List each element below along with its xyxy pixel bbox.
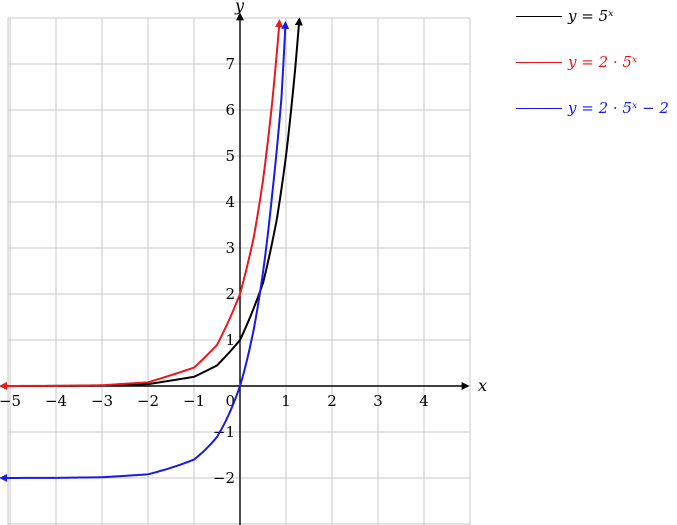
x-tick-label: −3 xyxy=(91,392,113,410)
legend-swatch-series-2 xyxy=(516,62,562,63)
x-axis-label: x xyxy=(478,376,487,395)
grid-lines xyxy=(7,17,471,525)
x-tick-label: −4 xyxy=(45,392,67,410)
y-tick-label: 4 xyxy=(225,193,235,211)
y-tick-label: 7 xyxy=(225,55,235,73)
y-tick-label: 6 xyxy=(225,101,235,119)
series-line-2 xyxy=(0,19,284,390)
y-tick-label: 2 xyxy=(225,285,235,303)
x-tick-label: −5 xyxy=(0,392,21,410)
legend-label-series-3: y = 2 · 5ˣ − 2 xyxy=(568,99,669,117)
y-axis-label: y xyxy=(234,0,245,15)
data-series xyxy=(0,17,303,482)
legend-label-series-2: y = 2 · 5ˣ xyxy=(568,53,638,71)
y-tick-label: 3 xyxy=(225,239,235,257)
x-tick-label: 4 xyxy=(419,392,429,410)
x-tick-label: 1 xyxy=(281,392,291,410)
x-tick-label: 3 xyxy=(373,392,383,410)
legend-swatch-series-1 xyxy=(516,16,562,17)
legend-label-series-1: y = 5ˣ xyxy=(568,7,614,25)
x-tick-label: 2 xyxy=(327,392,337,410)
y-tick-label: −2 xyxy=(213,469,235,487)
x-tick-label: −1 xyxy=(183,392,205,410)
y-tick-label: 5 xyxy=(225,147,235,165)
x-tick-label: −2 xyxy=(137,392,159,410)
legend-swatch-series-3 xyxy=(516,108,562,109)
series-line-3 xyxy=(0,21,290,482)
